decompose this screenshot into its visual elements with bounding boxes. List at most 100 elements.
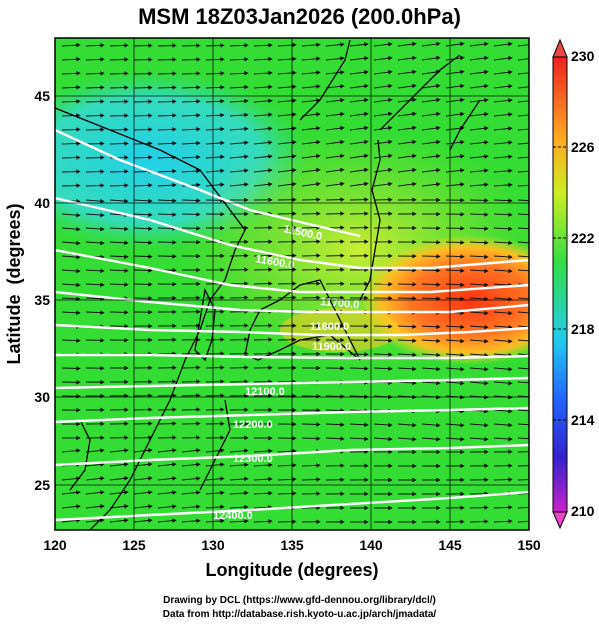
wind-vector-arrow bbox=[157, 168, 177, 174]
contour-label: 11900.0 bbox=[312, 341, 351, 353]
colorbar-bottom-cap bbox=[552, 511, 568, 530]
wind-vector-arrow bbox=[373, 83, 393, 89]
wind-vector-arrow bbox=[157, 141, 177, 146]
wind-vector-arrow bbox=[61, 183, 81, 188]
wind-vector-arrow bbox=[205, 126, 225, 132]
colorbar-gradient bbox=[552, 56, 568, 513]
wind-vector-arrow bbox=[493, 282, 513, 288]
wind-vector-arrow bbox=[61, 71, 81, 76]
wind-vector-arrow bbox=[61, 518, 81, 523]
wind-vector-arrow bbox=[229, 70, 249, 76]
wind-vector-arrow bbox=[517, 367, 529, 370]
wind-vector-arrow bbox=[205, 168, 225, 174]
wind-vector-arrow bbox=[277, 98, 297, 103]
wind-vector-arrow bbox=[397, 97, 417, 103]
wind-vector-arrow bbox=[301, 126, 321, 131]
wind-vector-arrow bbox=[445, 240, 465, 245]
y-tick-label: 25 bbox=[34, 477, 50, 493]
wind-vector-arrow bbox=[85, 43, 105, 48]
wind-vector-arrow bbox=[133, 476, 153, 481]
wind-vector-arrow bbox=[301, 42, 321, 48]
wind-vector-arrow bbox=[109, 462, 129, 467]
wind-vector-arrow bbox=[517, 156, 529, 159]
contour-label: 12300.0 bbox=[233, 453, 273, 465]
wind-vector-arrow bbox=[445, 154, 465, 159]
wind-vector-arrow bbox=[301, 167, 321, 173]
wind-vector-arrow bbox=[229, 182, 249, 187]
wind-vector-arrow bbox=[325, 42, 345, 47]
wind-vector-arrow bbox=[493, 154, 513, 159]
wind-vector-arrow bbox=[85, 310, 105, 315]
wind-vector-arrow bbox=[421, 268, 441, 273]
wind-vector-arrow bbox=[109, 240, 129, 246]
wind-vector-arrow bbox=[277, 491, 297, 496]
wind-vector-arrow bbox=[301, 463, 321, 468]
wind-vector-arrow bbox=[325, 422, 345, 427]
wind-vector-arrow bbox=[181, 71, 201, 76]
wind-vector-arrow bbox=[397, 181, 417, 187]
wind-vector-arrow bbox=[517, 44, 529, 47]
wind-vector-arrow bbox=[445, 140, 465, 145]
wind-vector-arrow bbox=[61, 56, 81, 62]
wind-vector-arrow bbox=[85, 113, 105, 118]
wind-vector-arrow bbox=[397, 167, 417, 173]
wind-vector-arrow bbox=[493, 226, 513, 232]
wind-vector-arrow bbox=[205, 71, 225, 76]
wind-vector-arrow bbox=[469, 519, 489, 524]
wind-vector-arrow bbox=[397, 296, 417, 301]
contour-label: 12400.0 bbox=[213, 510, 253, 522]
wind-vector-arrow bbox=[517, 506, 529, 509]
colorbar-label: 214 bbox=[571, 412, 595, 428]
wind-vector-arrow bbox=[61, 141, 81, 146]
wind-vector-arrow bbox=[349, 125, 369, 131]
y-tick-label: 35 bbox=[34, 292, 50, 308]
wind-vector-arrow bbox=[349, 139, 369, 145]
wind-vector-arrow bbox=[445, 436, 465, 442]
wind-vector-arrow bbox=[205, 154, 225, 160]
wind-vector-arrow bbox=[61, 310, 81, 315]
wind-vector-arrow bbox=[493, 268, 513, 274]
wind-vector-arrow bbox=[397, 69, 417, 75]
wind-vector-arrow bbox=[349, 42, 369, 47]
wind-vector-arrow bbox=[157, 462, 177, 467]
wind-vector-arrow bbox=[421, 422, 441, 428]
wind-vector-arrow bbox=[493, 352, 513, 358]
wind-vector-arrow bbox=[493, 212, 513, 217]
wind-vector-arrow bbox=[205, 462, 225, 467]
wind-vector-arrow bbox=[85, 169, 105, 174]
wind-vector-arrow bbox=[61, 99, 81, 104]
wind-vector-arrow bbox=[229, 448, 249, 454]
wind-vector-arrow bbox=[493, 324, 513, 330]
wind-vector-arrow bbox=[205, 518, 225, 524]
wind-vector-arrow bbox=[109, 198, 129, 204]
wind-vector-arrow bbox=[397, 111, 417, 117]
wind-vector-arrow bbox=[517, 128, 529, 131]
wind-vector-arrow bbox=[493, 70, 513, 75]
wind-vector-arrow bbox=[157, 99, 177, 104]
wind-vector-arrow bbox=[397, 338, 417, 343]
wind-vector-arrow bbox=[517, 325, 529, 328]
wind-vector-arrow bbox=[517, 72, 529, 75]
wind-vector-arrow bbox=[61, 226, 81, 232]
wind-vector-arrow bbox=[517, 437, 529, 440]
wind-vector-arrow bbox=[109, 57, 129, 62]
wind-vector-arrow bbox=[349, 56, 369, 61]
wind-vector-arrow bbox=[349, 97, 369, 103]
wind-vector-arrow bbox=[277, 477, 297, 482]
wind-vector-arrow bbox=[85, 85, 105, 90]
wind-vector-arrow bbox=[181, 393, 201, 398]
wind-vector-arrow bbox=[229, 490, 249, 496]
wind-vector-arrow bbox=[133, 155, 153, 160]
wind-vector-arrow bbox=[253, 476, 273, 482]
wind-vector-arrow bbox=[109, 490, 129, 495]
wind-vector-arrow bbox=[253, 140, 273, 145]
wind-vector-arrow bbox=[133, 113, 153, 118]
wind-vector-arrow bbox=[133, 240, 153, 245]
wind-vector-arrow bbox=[517, 114, 529, 117]
wind-vector-arrow bbox=[301, 56, 321, 61]
wind-vector-arrow bbox=[349, 422, 369, 428]
x-axis-ticks: 120 125 130 135 140 145 150 bbox=[43, 537, 541, 553]
wind-vector-arrow bbox=[61, 42, 81, 48]
wind-vector-arrow bbox=[277, 56, 297, 62]
wind-vector-arrow bbox=[493, 41, 513, 47]
